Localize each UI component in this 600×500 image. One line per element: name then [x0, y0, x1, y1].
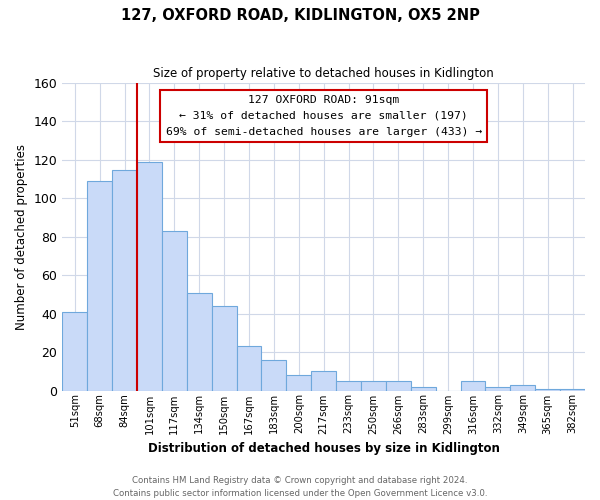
Bar	[485, 386, 511, 390]
Text: Contains HM Land Registry data © Crown copyright and database right 2024.
Contai: Contains HM Land Registry data © Crown c…	[113, 476, 487, 498]
Bar	[386, 381, 411, 390]
Bar	[361, 381, 386, 390]
Bar	[162, 231, 187, 390]
Bar	[87, 181, 112, 390]
Bar	[262, 360, 286, 390]
Bar	[411, 386, 436, 390]
Y-axis label: Number of detached properties: Number of detached properties	[15, 144, 28, 330]
Bar	[187, 292, 212, 390]
Bar	[212, 306, 236, 390]
Bar	[535, 388, 560, 390]
Bar	[511, 384, 535, 390]
Bar	[236, 346, 262, 391]
Bar	[336, 381, 361, 390]
Text: 127, OXFORD ROAD, KIDLINGTON, OX5 2NP: 127, OXFORD ROAD, KIDLINGTON, OX5 2NP	[121, 8, 479, 22]
Bar	[311, 372, 336, 390]
Bar	[461, 381, 485, 390]
Text: 127 OXFORD ROAD: 91sqm
← 31% of detached houses are smaller (197)
69% of semi-de: 127 OXFORD ROAD: 91sqm ← 31% of detached…	[166, 96, 482, 136]
Title: Size of property relative to detached houses in Kidlington: Size of property relative to detached ho…	[153, 68, 494, 80]
Bar	[62, 312, 87, 390]
Bar	[137, 162, 162, 390]
Bar	[112, 170, 137, 390]
Bar	[560, 388, 585, 390]
X-axis label: Distribution of detached houses by size in Kidlington: Distribution of detached houses by size …	[148, 442, 500, 455]
Bar	[286, 375, 311, 390]
